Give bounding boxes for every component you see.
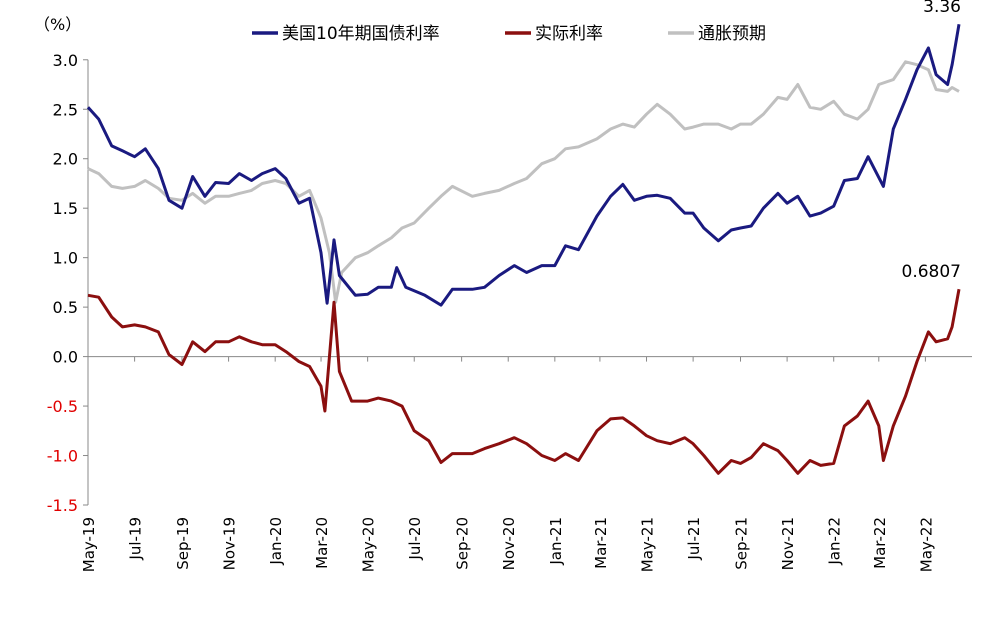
y-axis: 3.0 2.5 2.0 1.5 1.0 0.5 0.0 -0.5 -1.0 -1.5	[47, 51, 89, 515]
legend-label: 通胀预期	[698, 24, 766, 44]
y-tick-label: 1.5	[53, 199, 78, 218]
x-tick-label: Jan-20	[267, 517, 285, 566]
x-tick-label: Jul-19	[127, 517, 145, 561]
x-tick-label: Sep-21	[732, 517, 750, 570]
y-tick-label: -1.5	[47, 496, 78, 515]
series-line-1	[87, 288, 961, 475]
legend-label: 美国10年期国债利率	[282, 24, 440, 44]
series-line-0	[86, 23, 961, 307]
x-tick-label: Mar-20	[313, 517, 331, 569]
y-tick-label: 1.0	[53, 249, 78, 268]
x-tick-label: May-22	[917, 517, 935, 572]
x-tick-label: Nov-19	[221, 517, 239, 570]
x-tick-label: Jul-21	[685, 517, 703, 561]
annotations: 3.36 0.6807	[902, 0, 961, 282]
x-tick-label: Nov-21	[779, 517, 797, 570]
legend-label: 实际利率	[535, 24, 603, 44]
series-group	[86, 23, 961, 475]
y-tick-label: 2.0	[53, 150, 78, 169]
x-tick-label: Nov-20	[500, 517, 518, 570]
y-tick-label: 2.5	[53, 100, 78, 119]
x-tick-label: Mar-22	[871, 517, 889, 569]
x-tick-label: May-21	[639, 517, 657, 572]
x-tick-label: May-20	[360, 517, 378, 572]
x-tick-label: Mar-21	[592, 517, 610, 569]
y-tick-label: -1.0	[47, 447, 78, 466]
y-unit-label: （%）	[34, 15, 81, 34]
series-line-2	[87, 60, 960, 304]
x-tick-label: May-19	[80, 517, 98, 572]
x-tick-label: Jan-21	[547, 517, 565, 566]
x-axis: May-19 Jul-19 Sep-19 Nov-19 Jan-20 Mar-20 May-…	[80, 356, 972, 572]
x-tick-label: Sep-19	[174, 517, 192, 570]
x-tick-label: Sep-20	[454, 517, 472, 570]
y-tick-label: 3.0	[53, 51, 78, 70]
legend: 美国10年期国债利率 实际利率 通胀预期	[252, 24, 766, 44]
data-label: 0.6807	[902, 262, 961, 282]
data-label: 3.36	[923, 0, 961, 17]
x-tick-label: Jan-22	[826, 517, 844, 566]
y-tick-label: 0.0	[53, 348, 78, 367]
y-tick-label: -0.5	[47, 397, 78, 416]
y-tick-label: 0.5	[53, 298, 78, 317]
x-tick-label: Jul-20	[406, 517, 424, 561]
